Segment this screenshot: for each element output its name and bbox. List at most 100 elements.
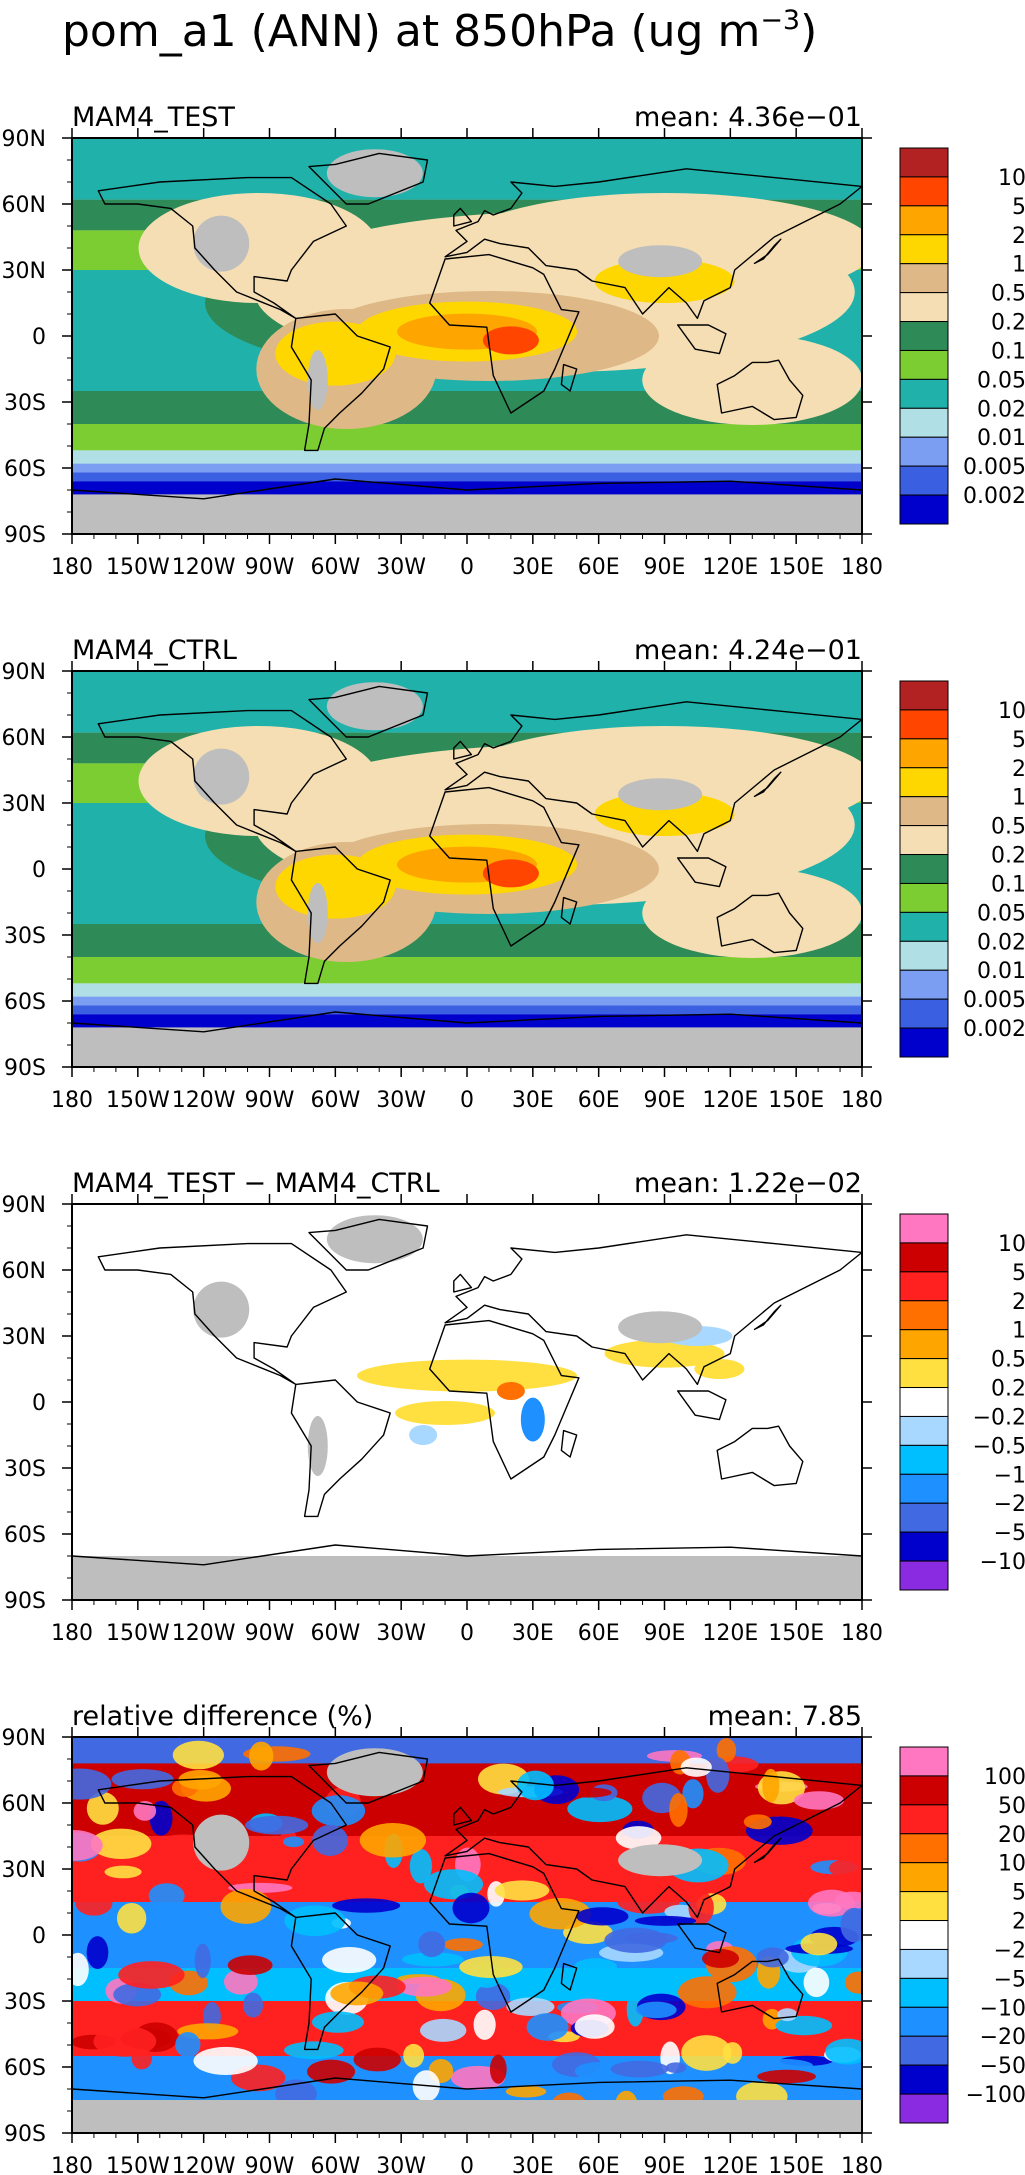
- colorbar-label: −10: [980, 1996, 1025, 2021]
- rel-patch: [635, 2001, 677, 2019]
- continent-outline-8: [753, 1304, 782, 1331]
- rel-patch: [148, 1883, 185, 1909]
- continent-outline-5: [308, 152, 429, 205]
- antarctica-missing: [72, 494, 862, 534]
- rel-patch: [615, 1826, 662, 1850]
- colorbar-label: 1: [1012, 253, 1025, 278]
- rel-patch: [90, 1828, 152, 1859]
- colorbar-swatch: [899, 321, 949, 351]
- y-tick-label: 60N: [2, 726, 46, 751]
- plume-red-af: [482, 859, 539, 888]
- rel-patch: [800, 1932, 838, 1956]
- x-tick-label: 180: [841, 555, 883, 580]
- rel-patch: [419, 2018, 467, 2042]
- colorbar-label: −10: [980, 1550, 1025, 1575]
- panel-mean-label: mean: 4.36e−01: [634, 102, 862, 133]
- greenland-missing: [326, 149, 423, 198]
- x-tick-label: 120E: [702, 1088, 758, 1113]
- map-field: [72, 138, 862, 534]
- rel-patch: [245, 1815, 309, 1835]
- colorbar-swatch: [899, 854, 949, 884]
- tibet-missing: [618, 778, 703, 811]
- field-band-8: [72, 1005, 862, 1015]
- continent-outline-9: [453, 740, 473, 760]
- colorbar-swatch: [899, 234, 949, 265]
- colorbar-swatch: [899, 1531, 949, 1562]
- colorbar-label: 2: [1012, 1910, 1025, 1935]
- rel-patch: [283, 1836, 305, 1848]
- rel-patch: [284, 2041, 344, 2060]
- colorbar-label: 0.01: [977, 426, 1025, 451]
- colorbar-label: 0.1: [991, 339, 1025, 364]
- colorbar-swatch: [899, 767, 949, 798]
- y-tick-label: 60N: [2, 1259, 46, 1284]
- colorbar-label: 0.5: [991, 282, 1025, 307]
- continent-outline-1: [290, 1379, 391, 1518]
- colorbar-swatch: [899, 1242, 949, 1273]
- colorbar-swatch: [899, 1271, 949, 1302]
- x-tick-label: 90E: [644, 555, 686, 580]
- x-tick-label: 30E: [512, 1088, 554, 1113]
- colorbar-label: 50: [998, 1794, 1025, 1819]
- panel-title-left: MAM4_TEST − MAM4_CTRL: [72, 1168, 440, 1199]
- colorbar: 10 5 2 1 0.5 0.2 0.1 0.05 0.02 0.01 0.005 0.002: [899, 147, 1025, 525]
- x-tick-label: 150E: [768, 1088, 824, 1113]
- antarctica-missing: [72, 2100, 862, 2133]
- rel-patch: [677, 1976, 737, 2009]
- y-tick-label: 0: [32, 858, 46, 883]
- x-tick-label: 90E: [644, 1621, 686, 1646]
- field-band-7: [72, 463, 862, 473]
- colorbar-label: 1: [1012, 786, 1025, 811]
- rel-patch: [808, 1889, 856, 1917]
- rel-patch: [701, 1949, 740, 1969]
- colorbar-swatch: [899, 1387, 949, 1417]
- figure-title: pom_a1 (ANN) at 850hPa (ug m−3): [62, 5, 817, 57]
- rockies-missing: [193, 1814, 250, 1871]
- field-band-7: [72, 996, 862, 1006]
- x-tick-label: 90W: [245, 1621, 295, 1646]
- y-tick-label: 90N: [2, 1726, 46, 1751]
- rel-patch: [762, 1768, 780, 1803]
- plume-wheat-aus: [642, 868, 862, 958]
- x-tick-label: 180: [841, 1621, 883, 1646]
- panel-MAM4_TEST: MAM4_TEST mean: 4.36e−01 180 150W 120W 90W 60W…: [2, 102, 1025, 580]
- x-tick-label: 60E: [578, 2154, 620, 2175]
- colorbar-label: 0.002: [963, 1017, 1025, 1042]
- rel-patch: [825, 2038, 862, 2065]
- colorbar-label: 0.02: [977, 397, 1025, 422]
- y-tick-label: 30N: [2, 792, 46, 817]
- colorbar-label: 1: [1012, 1319, 1025, 1344]
- x-tick-label: 150W: [106, 1621, 170, 1646]
- colorbar-swatch: [899, 1746, 949, 1777]
- colorbar-swatch: [899, 263, 949, 294]
- colorbar-label: 5: [1012, 195, 1025, 220]
- colorbar-swatch: [899, 2093, 949, 2124]
- rel-patch: [576, 1907, 629, 1926]
- continent-outline-3: [444, 701, 862, 853]
- colorbar-label: 20: [998, 1823, 1025, 1848]
- panel-mean-label: mean: 7.85: [708, 1701, 862, 1732]
- rel-patch: [665, 2062, 687, 2074]
- colorbar-swatch: [899, 1027, 949, 1058]
- rel-patch: [706, 1757, 730, 1793]
- y-tick-label: 30N: [2, 259, 46, 284]
- continent-outline-1: [290, 846, 391, 985]
- colorbar-swatch: [899, 407, 949, 438]
- continent-outline-8: [753, 1837, 782, 1864]
- rel-patch: [193, 2046, 258, 2076]
- rel-patch: [516, 1770, 554, 1801]
- colorbar: 100 50 20 10 5 2 −2 −5 −10 −20 −50 −100: [899, 1746, 1025, 2124]
- rel-patch: [311, 1795, 366, 1827]
- colorbar-label: 0.05: [977, 368, 1025, 393]
- rel-patch: [758, 2059, 814, 2073]
- rockies-missing: [193, 748, 250, 805]
- x-tick-label: 150W: [106, 1088, 170, 1113]
- colorbar-label: 5: [1012, 1261, 1025, 1286]
- colorbar-label: −50: [980, 2054, 1025, 2079]
- x-tick-label: 150W: [106, 2154, 170, 2175]
- continent-outline-10: [560, 1962, 578, 1991]
- continent-outline-7: [677, 1923, 727, 1954]
- x-tick-label: 60W: [310, 555, 360, 580]
- colorbar-label: 2: [1012, 757, 1025, 782]
